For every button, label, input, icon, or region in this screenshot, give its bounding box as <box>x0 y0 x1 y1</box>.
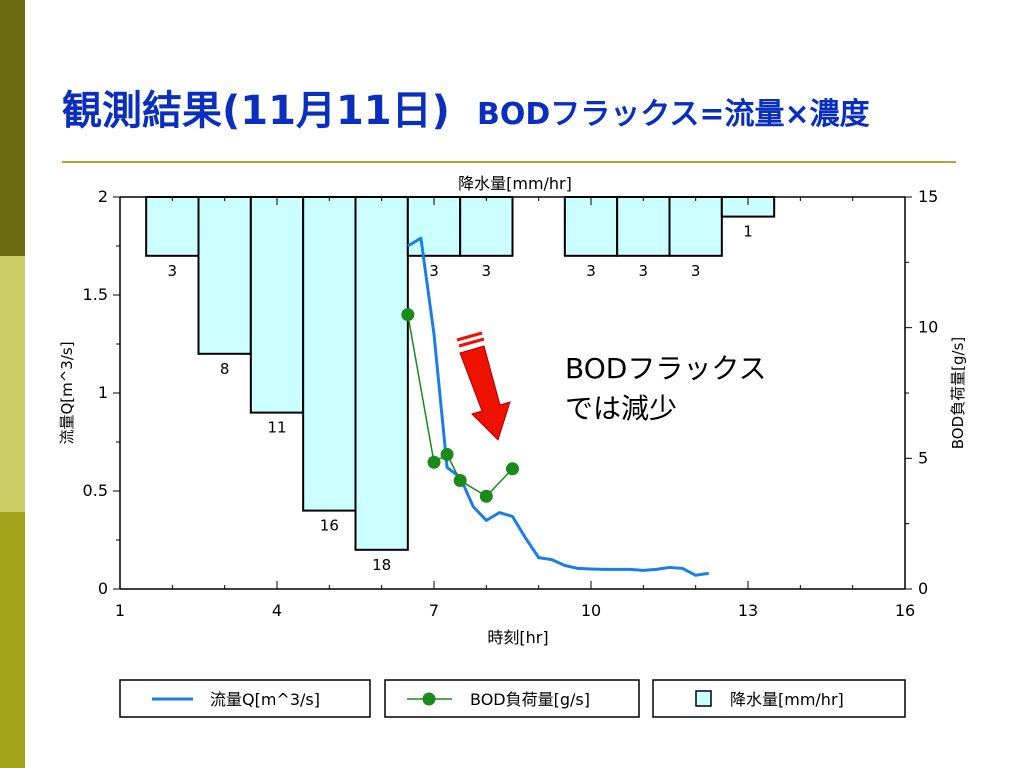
y-left-tick-label: 2 <box>98 187 108 206</box>
rainfall-bar <box>459 196 514 257</box>
x-tick-label: 4 <box>272 601 282 620</box>
y-right-tick-label: 5 <box>918 448 928 467</box>
rainfall-bar <box>563 196 619 257</box>
slide-title-subtitle: BODフラックス=流量×濃度 <box>476 97 870 132</box>
y-left-tick-label: 0 <box>98 579 108 598</box>
rainfall-bars <box>145 196 776 551</box>
legend-bod-marker-icon <box>422 692 436 706</box>
legend-rain-swatch-icon <box>695 690 712 707</box>
rainfall-bar-label: 3 <box>482 262 492 280</box>
y-right-tick-label: 15 <box>918 187 938 206</box>
bod-point <box>506 462 519 476</box>
rainfall-bar-label: 11 <box>267 419 286 437</box>
legend-box-rain <box>652 679 906 718</box>
bod-point <box>479 489 493 503</box>
y-right-tick-label: 10 <box>918 318 938 337</box>
bod-points <box>401 308 519 503</box>
legend-bod-label: BOD負荷量[g/s] <box>470 690 590 709</box>
title-divider <box>62 161 956 163</box>
x-tick-label: 10 <box>581 601 601 620</box>
slide-title: 観測結果(11月11日) BODフラックス=流量×濃度 <box>62 78 870 136</box>
rainfall-bar-label: 3 <box>691 262 701 280</box>
rainfall-bar <box>668 196 723 257</box>
side-bar-middle <box>0 256 25 512</box>
rainfall-bar <box>145 196 200 257</box>
x-tick-label: 7 <box>429 601 439 620</box>
annotation-line-2: では減少 <box>565 392 677 425</box>
rainfall-bar-label: 3 <box>429 262 439 280</box>
annotation-line-1: BODフラックス <box>565 352 766 385</box>
side-bar-top <box>0 0 25 256</box>
rainfall-bar-label: 1 <box>743 223 753 241</box>
y-axis-right-label: BOD負荷量[g/s] <box>949 337 967 449</box>
bod-point <box>440 447 454 461</box>
slide-title-main: 観測結果(11月11日) <box>62 88 450 134</box>
bod-point <box>453 474 467 488</box>
y-left-tick-label: 0.5 <box>83 481 108 500</box>
rainfall-bar <box>406 196 462 257</box>
rainfall-bar-label: 3 <box>168 262 178 280</box>
bod-point <box>427 455 441 469</box>
x-tick-label: 13 <box>738 601 758 620</box>
rainfall-bar <box>616 196 671 257</box>
y-left-tick-label: 1 <box>98 383 108 402</box>
rainfall-bar <box>302 196 357 512</box>
chart-title: 降水量[mm/hr] <box>458 174 572 193</box>
y-axis-left-label: 流量Q[m^3/s] <box>58 341 76 444</box>
bod-point <box>401 308 415 322</box>
rainfall-bar-label: 8 <box>220 360 230 378</box>
rainfall-labels: 3 8 11 16 18 3 3 3 3 3 1 <box>168 223 753 574</box>
rainfall-bar-label: 16 <box>320 517 339 535</box>
rainfall-bar <box>249 196 305 414</box>
rainfall-bar <box>197 196 252 355</box>
rainfall-bar-label: 3 <box>639 262 649 280</box>
x-axis-label: 時刻[hr] <box>487 628 548 647</box>
decrease-arrow-icon <box>456 331 511 441</box>
x-tick-label: 1 <box>115 601 125 620</box>
legend-rain-label: 降水量[mm/hr] <box>730 690 844 709</box>
rainfall-bar <box>354 196 409 551</box>
rainfall-bar-label: 3 <box>586 262 596 280</box>
y-left-tick-label: 1.5 <box>83 285 108 304</box>
legend: 流量Q[m^3/s] BOD負荷量[g/s] 降水量[mm/hr] <box>119 679 906 718</box>
x-tick-label: 16 <box>895 601 915 620</box>
y-right-tick-label: 0 <box>918 579 928 598</box>
rainfall-bar-label: 18 <box>372 556 391 574</box>
side-bar-bottom <box>0 512 25 768</box>
legend-flow-label: 流量Q[m^3/s] <box>210 690 320 709</box>
